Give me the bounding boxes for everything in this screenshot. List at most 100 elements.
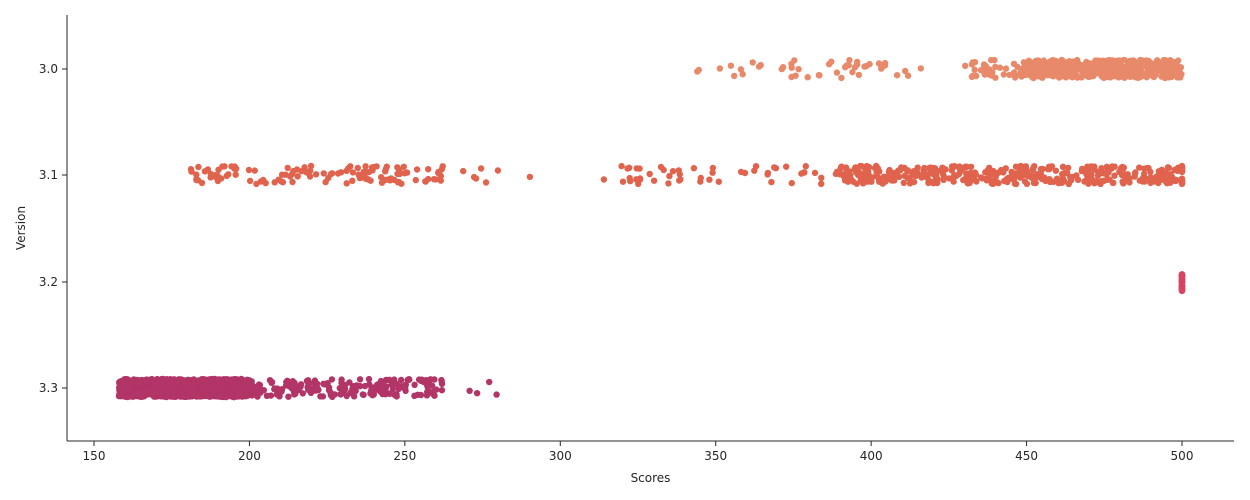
data-point <box>847 176 855 183</box>
data-point <box>291 391 298 398</box>
data-point <box>1029 166 1037 173</box>
x-tick-label: 300 <box>549 449 572 463</box>
data-point <box>1178 286 1186 293</box>
data-point <box>413 166 421 173</box>
data-point <box>846 56 853 64</box>
data-point <box>1000 71 1007 78</box>
data-point <box>1036 66 1043 73</box>
y-tick-label: 3.0 <box>39 62 58 76</box>
data-point <box>1086 64 1093 72</box>
data-point <box>181 380 189 387</box>
data-point <box>1014 171 1022 179</box>
data-point <box>1147 62 1155 69</box>
x-tick-label: 450 <box>1015 449 1038 463</box>
data-point <box>741 169 749 177</box>
data-point <box>1073 57 1081 64</box>
data-point <box>294 173 301 180</box>
data-point <box>1153 173 1160 180</box>
x-ticks: 150 200 250 300 350 400 450 500 <box>83 441 1193 463</box>
data-point <box>1120 164 1128 171</box>
data-point <box>900 179 907 186</box>
data-point <box>818 174 825 181</box>
data-point <box>1106 176 1113 183</box>
data-point <box>400 163 407 170</box>
data-point <box>833 69 841 76</box>
data-point <box>406 376 413 383</box>
data-point <box>354 164 361 172</box>
data-point <box>386 177 394 184</box>
data-point <box>1060 163 1067 171</box>
data-point <box>921 169 928 176</box>
data-point <box>202 381 209 388</box>
data-point <box>893 169 900 176</box>
data-point <box>460 167 467 175</box>
data-point <box>962 163 969 170</box>
data-point <box>388 379 396 386</box>
data-point <box>276 393 283 400</box>
data-point <box>986 66 993 73</box>
data-point <box>1178 272 1186 279</box>
data-point <box>1007 174 1014 181</box>
data-point <box>257 389 264 396</box>
data-point <box>657 163 665 171</box>
data-point <box>1014 63 1021 71</box>
data-point <box>929 164 936 172</box>
data-point <box>783 163 790 170</box>
data-point <box>1052 66 1060 74</box>
data-point <box>286 173 294 180</box>
data-point <box>891 177 898 184</box>
data-point <box>428 382 436 389</box>
data-point <box>431 392 438 399</box>
data-point <box>665 180 672 187</box>
data-point <box>925 179 932 187</box>
x-tick-label: 200 <box>238 449 261 463</box>
data-point <box>676 171 683 178</box>
data-point <box>749 59 756 66</box>
data-point <box>1147 174 1154 181</box>
data-point <box>124 381 131 388</box>
data-point <box>811 169 819 177</box>
data-point <box>1089 176 1096 183</box>
data-point <box>337 169 345 176</box>
data-point <box>1055 179 1062 187</box>
data-point <box>1132 170 1139 177</box>
data-point <box>254 384 261 392</box>
data-point <box>946 175 953 182</box>
data-point <box>737 66 745 73</box>
data-point <box>1074 176 1082 183</box>
data-point <box>223 377 230 384</box>
data-point <box>1147 179 1154 186</box>
data-point <box>989 169 996 177</box>
data-point <box>980 61 988 68</box>
data-point <box>176 391 183 398</box>
data-point <box>425 175 432 183</box>
data-point <box>1137 56 1144 64</box>
data-point <box>1052 167 1060 174</box>
data-point <box>165 387 173 395</box>
data-point <box>343 180 350 187</box>
data-point <box>1103 163 1111 170</box>
data-point <box>1178 180 1186 187</box>
data-point <box>394 170 401 177</box>
data-point <box>885 174 892 181</box>
data-point <box>301 164 308 171</box>
data-point <box>1006 71 1013 79</box>
data-point <box>398 376 405 384</box>
data-point <box>1018 163 1025 170</box>
data-point <box>157 393 165 400</box>
data-point <box>1088 70 1096 78</box>
x-tick-label: 250 <box>393 449 416 463</box>
data-point <box>437 177 444 184</box>
data-point <box>1162 168 1169 175</box>
data-point <box>1143 74 1150 81</box>
data-point <box>982 169 989 176</box>
data-point <box>311 379 319 387</box>
data-point <box>225 171 232 178</box>
data-point <box>435 168 442 176</box>
data-point <box>709 164 717 172</box>
data-point <box>828 58 835 65</box>
data-point <box>263 392 271 399</box>
data-point <box>1099 60 1106 68</box>
data-point <box>271 386 278 393</box>
data-point <box>941 174 948 181</box>
